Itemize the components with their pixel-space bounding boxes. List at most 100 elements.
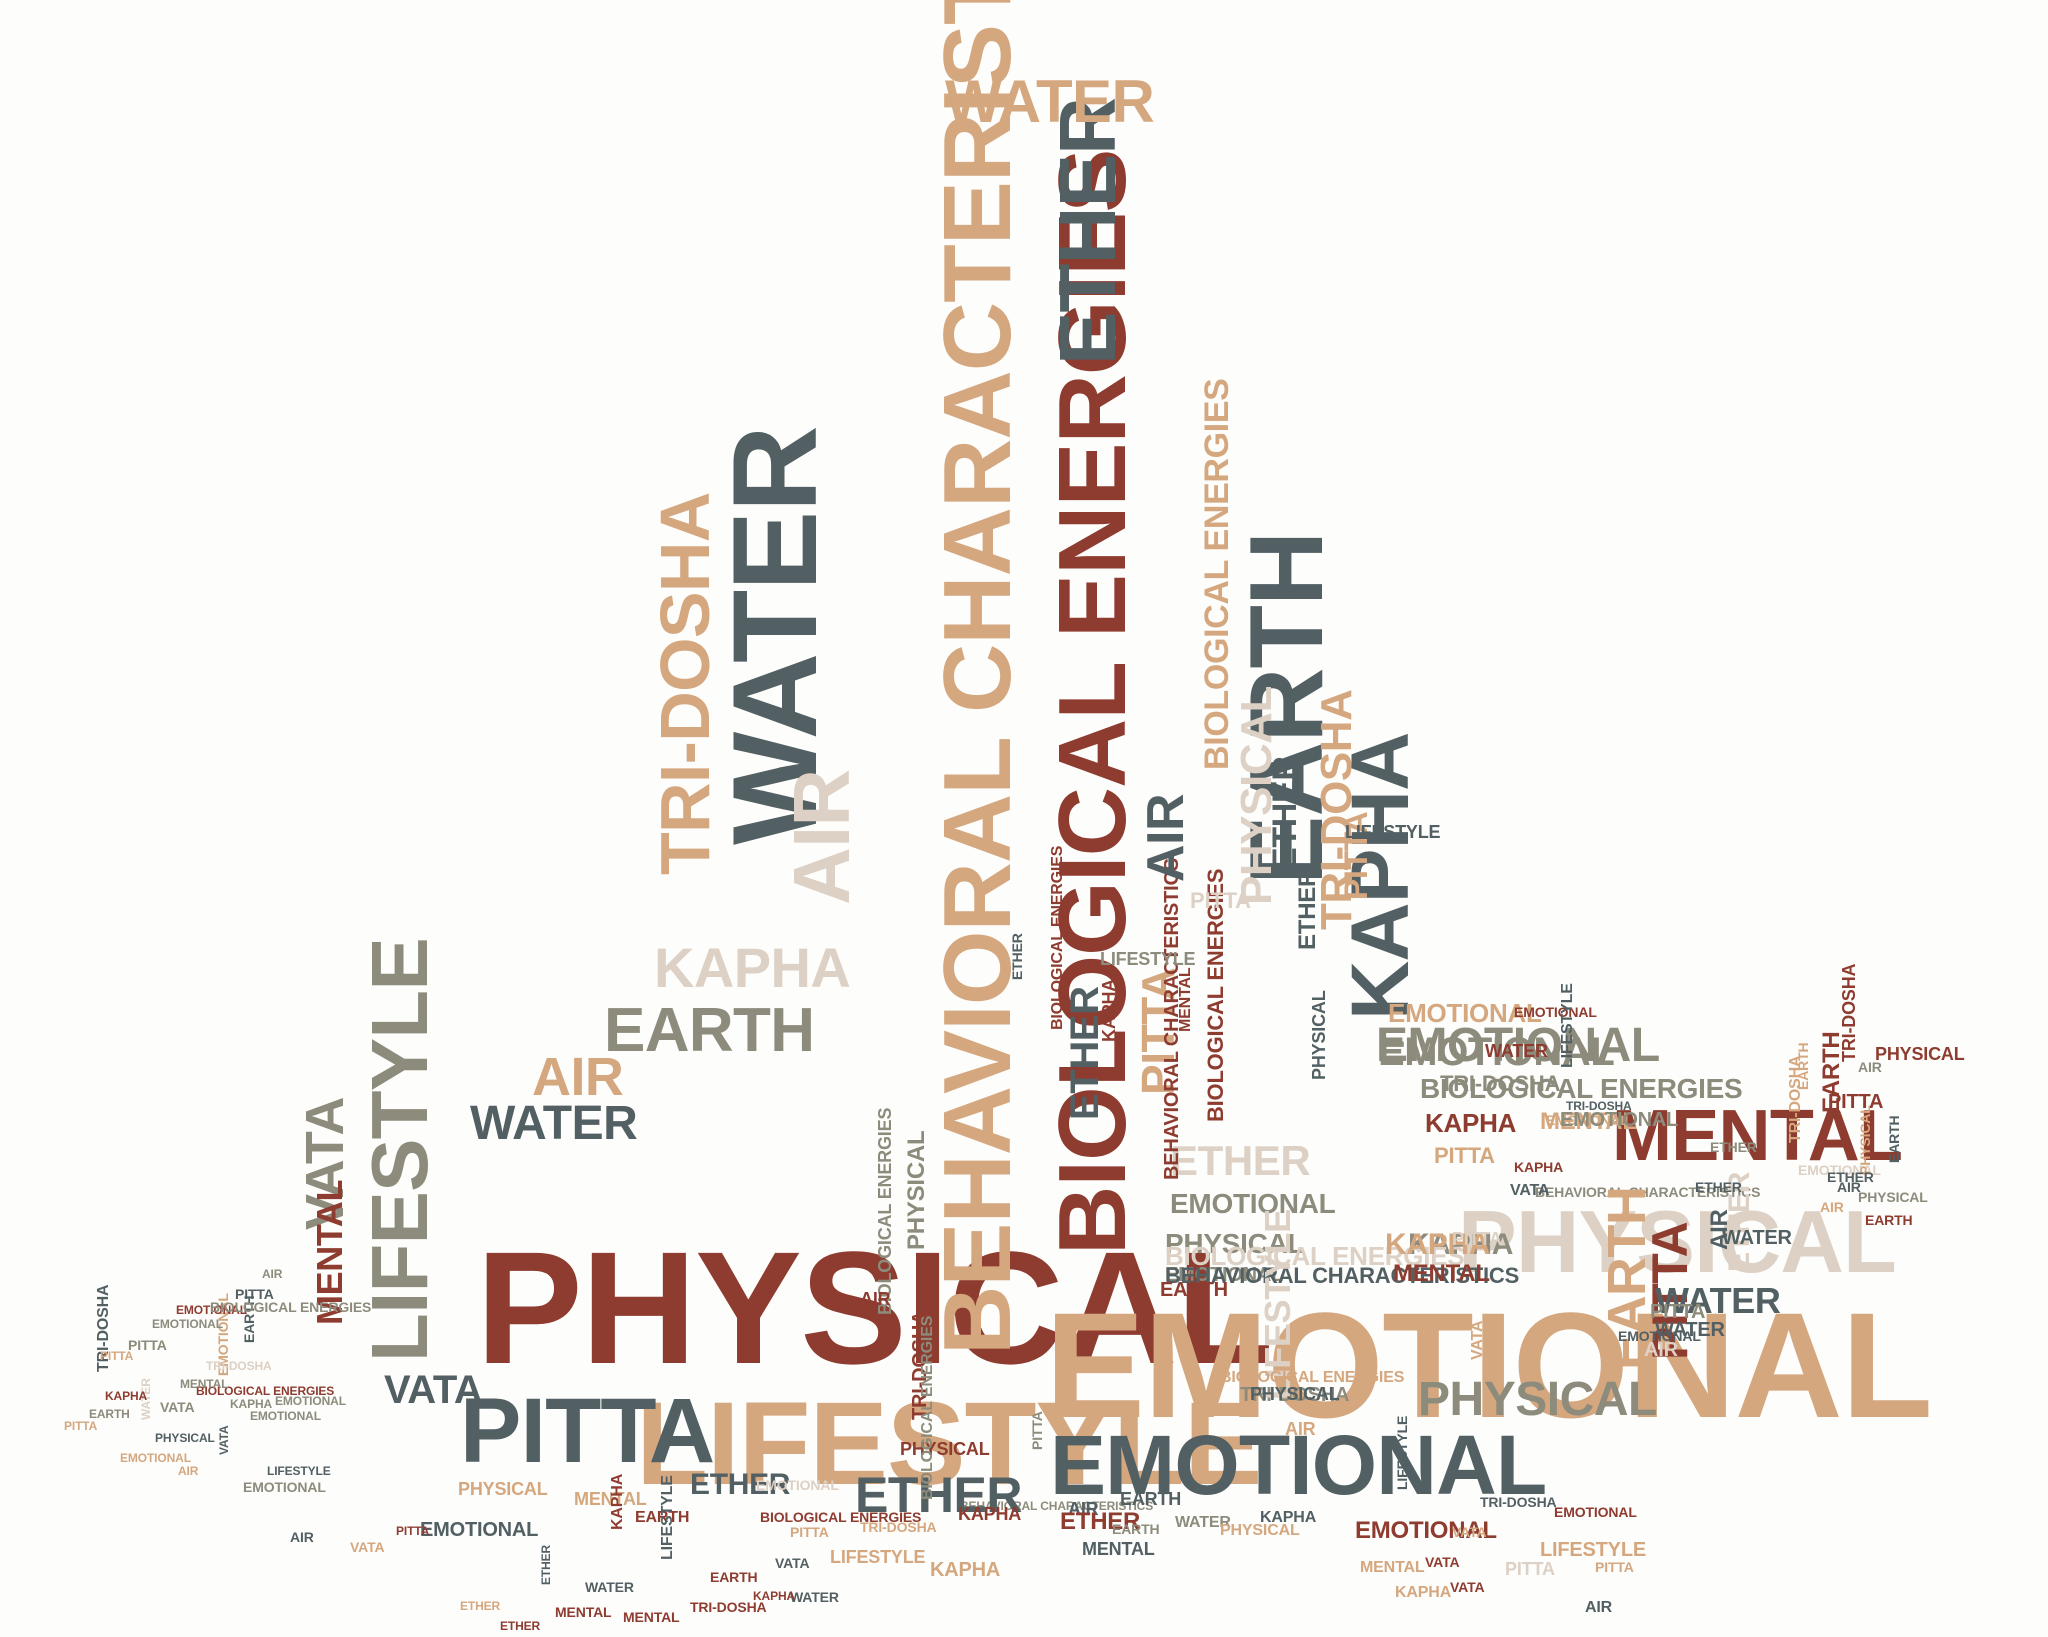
- word-emotional: EMOTIONAL: [1514, 1004, 1597, 1020]
- word-behavioral-characteristics: BEHAVIORAL CHARACTERISTICS: [924, 0, 1031, 1355]
- word-air: AIR: [1585, 1599, 1613, 1616]
- word-vata: VATA: [350, 1539, 385, 1555]
- word-air: AIR: [1068, 1499, 1099, 1519]
- word-air: AIR: [178, 1464, 199, 1478]
- word-mental: MENTAL: [623, 1609, 680, 1625]
- word-air: AIR: [1285, 1419, 1316, 1439]
- word-kapha: KAPHA: [609, 1473, 626, 1530]
- word-biological-energies: BIOLOGICAL ENERGIES: [210, 1299, 372, 1315]
- word-biological-energies: BIOLOGICAL ENERGIES: [760, 1509, 922, 1525]
- word-water: WATER: [1722, 1227, 1792, 1249]
- word-pitta: PITTA: [1595, 1559, 1634, 1575]
- word-emotional: EMOTIONAL: [120, 1451, 191, 1465]
- word-tri-dosha: TRI-DOSHA: [206, 1359, 272, 1373]
- word-ether: ETHER: [855, 1467, 1022, 1523]
- word-lifestyle: LIFESTYLE: [1345, 822, 1441, 842]
- word-pitta: PITTA: [1190, 888, 1251, 913]
- word-pitta: PITTA: [100, 1349, 134, 1363]
- word-physical: PHYSICAL: [155, 1431, 215, 1445]
- word-earth: EARTH: [710, 1569, 758, 1585]
- word-air: AIR: [1820, 1199, 1844, 1215]
- word-kapha: KAPHA: [105, 1389, 148, 1403]
- word-kapha: KAPHA: [654, 936, 851, 999]
- word-mental: MENTAL: [1612, 1096, 1903, 1176]
- word-biological-energies: BIOLOGICAL ENERGIES: [875, 1107, 895, 1315]
- word-vata: VATA: [217, 1425, 231, 1455]
- word-pitta: PITTA: [1452, 1229, 1502, 1249]
- word-physical: PHYSICAL: [458, 1479, 548, 1499]
- word-physical: PHYSICAL: [1309, 990, 1329, 1080]
- word-vata: VATA: [1452, 1524, 1487, 1540]
- word-kapha: KAPHA: [930, 1559, 1001, 1581]
- word-earth: EARTH: [89, 1407, 130, 1421]
- word-biological-energies: BIOLOGICAL ENERGIES: [919, 1315, 936, 1500]
- word-emotional: EMOTIONAL: [1170, 1188, 1336, 1219]
- word-water: WATER: [585, 1579, 634, 1595]
- word-kapha: KAPHA: [1260, 1509, 1317, 1526]
- word-pitta: PITTA: [790, 1524, 829, 1540]
- word-mental: MENTAL: [1360, 1559, 1425, 1576]
- word-pitta: PITTA: [1828, 1091, 1884, 1113]
- word-kapha: KAPHA: [1395, 1584, 1452, 1601]
- word-lifestyle: LIFESTYLE: [1559, 983, 1576, 1068]
- word-lifestyle: LIFESTYLE: [636, 1378, 1262, 1510]
- word-tri-dosha: TRI-DOSHA: [1787, 1055, 1804, 1143]
- word-tri-dosha: TRI-DOSHA: [1240, 1384, 1350, 1406]
- word-air: AIR: [860, 1289, 891, 1309]
- word-pitta: PITTA: [460, 1380, 715, 1482]
- word-mental: MENTAL: [180, 1377, 229, 1391]
- word-earth: EARTH: [1120, 1489, 1182, 1509]
- word-kapha: KAPHA: [958, 1504, 1022, 1524]
- word-mental: MENTAL: [574, 1489, 647, 1509]
- word-mental: MENTAL: [1082, 1539, 1155, 1559]
- word-water: WATER: [945, 68, 1155, 135]
- word-emotional: EMOTIONAL: [1546, 1112, 1629, 1128]
- word-air: AIR: [262, 1267, 283, 1281]
- word-physical: PHYSICAL: [1220, 1522, 1300, 1539]
- word-physical: PHYSICAL: [1458, 1192, 1897, 1291]
- word-mental: MENTAL: [555, 1604, 612, 1620]
- word-pitta: PITTA: [1029, 1411, 1045, 1450]
- word-ether: ETHER: [1294, 869, 1321, 950]
- word-mental: MENTAL: [1177, 967, 1194, 1032]
- word-kapha: KAPHA: [753, 1589, 796, 1603]
- word-emotional: EMOTIONAL: [1045, 1281, 1933, 1449]
- word-kapha: KAPHA: [1099, 978, 1119, 1042]
- word-biological-energies: BIOLOGICAL ENERGIES: [1049, 845, 1066, 1030]
- word-ether: ETHER: [1695, 1179, 1742, 1195]
- word-physical: PHYSICAL: [1165, 1228, 1305, 1259]
- word-ether: ETHER: [539, 1544, 553, 1585]
- word-ether: ETHER: [500, 1619, 541, 1633]
- word-emotional: EMOTIONAL: [1388, 998, 1542, 1028]
- word-tri-dosha: TRI-DOSHA: [646, 492, 724, 875]
- word-vata: VATA: [384, 1368, 483, 1412]
- word-lifestyle: LIFESTYLE: [1540, 1539, 1646, 1561]
- word-earth: EARTH: [604, 996, 815, 1065]
- word-vata: VATA: [160, 1399, 195, 1415]
- word-vata: VATA: [1510, 1182, 1550, 1199]
- word-emotional: EMOTIONAL: [243, 1479, 326, 1495]
- word-behavioral-characteristics: BEHAVIORAL CHARACTERISTICS: [1535, 1184, 1761, 1200]
- word-ether: ETHER: [1043, 97, 1132, 365]
- word-pitta: PITTA: [64, 1419, 98, 1433]
- word-physical: PHYSICAL: [1418, 1373, 1657, 1426]
- word-emotional: EMOTIONAL: [1554, 1504, 1637, 1520]
- word-air: AIR: [1644, 1339, 1678, 1361]
- word-water: WATER: [1655, 1280, 1781, 1321]
- word-lifestyle: LIFESTYLE: [1100, 949, 1196, 969]
- word-lifestyle: LIFESTYLE: [267, 1464, 331, 1478]
- word-water: WATER: [1655, 1319, 1725, 1341]
- word-pitta: PITTA: [128, 1337, 167, 1353]
- word-physical: PHYSICAL: [1858, 1189, 1928, 1205]
- word-biological-energies: BIOLOGICAL ENERGIES: [1198, 378, 1236, 770]
- word-emotional: EMOTIONAL: [1798, 1162, 1881, 1178]
- word-kapha: KAPHA: [230, 1397, 273, 1411]
- word-air: AIR: [532, 1047, 624, 1107]
- word-air: AIR: [290, 1529, 314, 1545]
- word-vata: VATA: [1469, 1320, 1486, 1360]
- word-kapha: KAPHA: [1514, 1159, 1564, 1175]
- word-biological-energies: BIOLOGICAL ENERGIES: [1220, 1369, 1405, 1386]
- word-earth: EARTH: [1112, 1521, 1160, 1537]
- word-physical: PHYSICAL: [903, 1130, 930, 1250]
